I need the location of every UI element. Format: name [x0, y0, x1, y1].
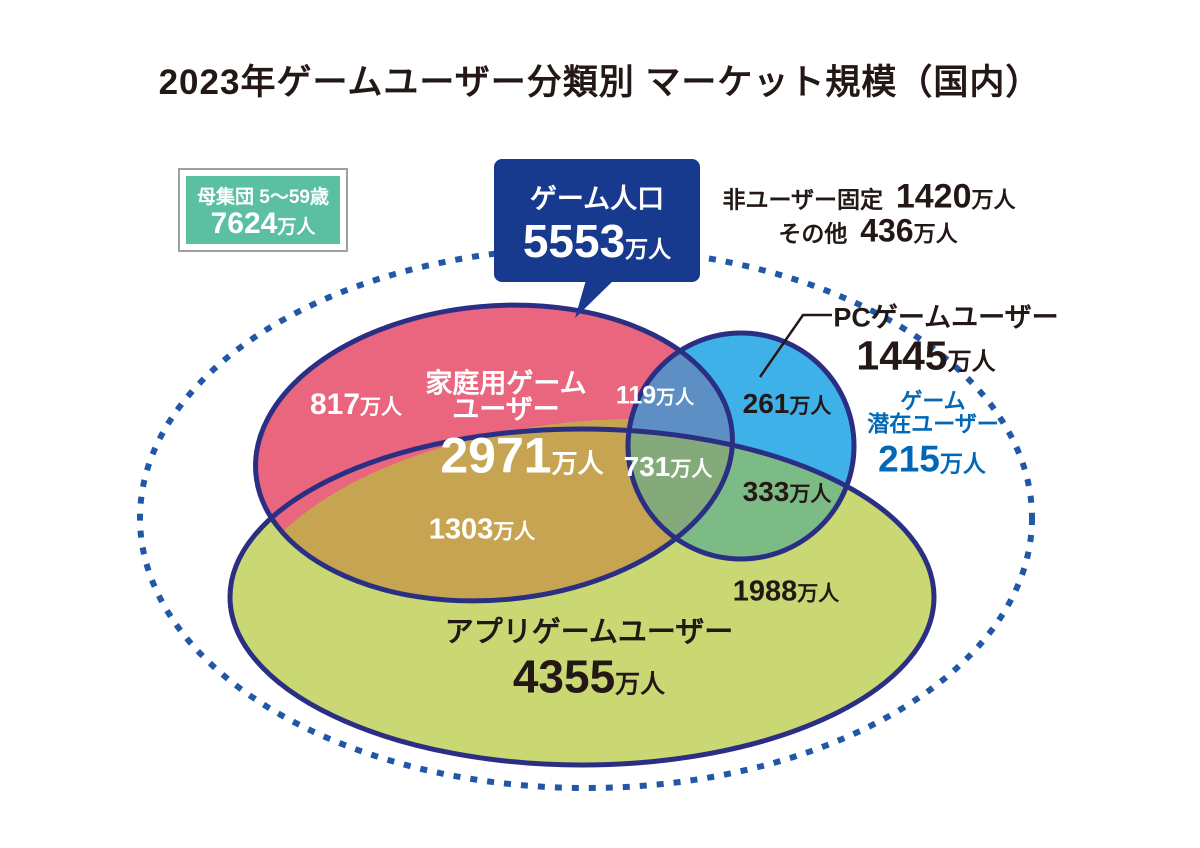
app-users-label: アプリゲームユーザー	[444, 616, 734, 649]
pc-users-value: 1445万人	[856, 332, 996, 379]
latent-users-label-line1: ゲーム	[900, 388, 966, 414]
overlap-console-app	[255, 390, 733, 601]
game-population-value: 5553万人	[522, 215, 672, 267]
non-user-fixed-label: 非ユーザー固定 1420万人	[722, 177, 1016, 216]
region-count-console-app: 1303万人	[428, 513, 536, 546]
pc-users-label: PCゲームユーザー	[833, 302, 1059, 333]
population-value: 7624万人	[210, 206, 316, 240]
latent-users-value: 215万人	[878, 438, 986, 480]
population-label: 母集団 5〜59歳	[197, 186, 329, 208]
non-user-other-label: その他 436万人	[778, 212, 958, 249]
console-users-label-line2: ユーザー	[452, 394, 560, 425]
pc-users-leader-line	[758, 313, 832, 378]
game-population-dotted-ellipse	[137, 245, 1035, 791]
region-count-pc-app: 333万人	[742, 475, 832, 507]
region-count-app-only: 1988万人	[732, 575, 840, 608]
region-count-pc-only: 261万人	[742, 387, 832, 419]
console-users-label-line1: 家庭用ゲーム	[425, 368, 587, 399]
region-count-console-only: 817万人	[309, 387, 403, 421]
region-count-triple: 731万人	[623, 450, 713, 482]
latent-users-label-line2: 潜在ユーザー	[867, 411, 999, 437]
console-users-value: 2971万人	[440, 427, 604, 484]
pc-users-outline	[625, 330, 857, 562]
page-title: 2023年ゲームユーザー分類別 マーケット規模（国内）	[158, 63, 1042, 102]
app-users-value: 4355万人	[512, 650, 666, 703]
game-population-label: ゲーム人口	[529, 184, 665, 214]
callout-tail	[575, 280, 614, 318]
game-population-callout: ゲーム人口 5553万人	[494, 159, 700, 282]
console-users-outline	[253, 302, 735, 604]
population-box: 母集団 5〜59歳 7624万人	[178, 168, 348, 252]
region-count-console-pc: 119万人	[615, 381, 695, 410]
app-users-outline	[227, 426, 937, 768]
